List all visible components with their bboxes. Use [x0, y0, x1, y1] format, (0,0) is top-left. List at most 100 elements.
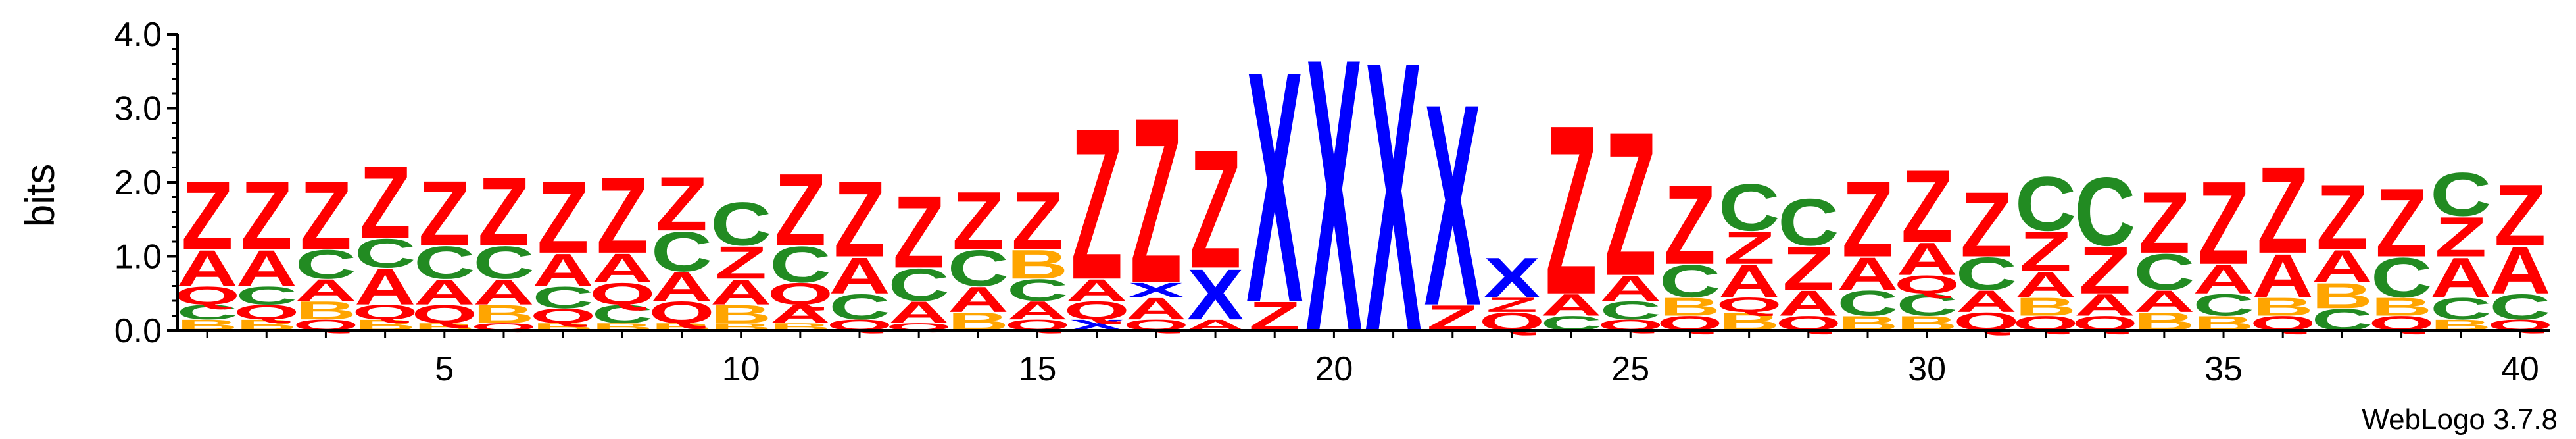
x-tick-label: 35: [2204, 350, 2243, 388]
logo-letter-c: C: [1718, 170, 1780, 245]
x-tick-label: 40: [2501, 350, 2539, 388]
logo-letter-x: X: [1128, 278, 1184, 301]
logo-letter-z: Z: [715, 237, 767, 288]
logo-letter-a: A: [354, 258, 416, 316]
logo-letter-z: Z: [359, 145, 411, 260]
logo-letter-c: C: [1778, 185, 1839, 260]
logo-letter-z: Z: [2079, 233, 2131, 308]
logo-letter-q: Q: [648, 295, 715, 330]
logo-letter-c: C: [948, 240, 1009, 297]
logo-letter-z: Z: [1071, 83, 1123, 324]
logo-letter-c: C: [236, 282, 297, 310]
x-tick-label: 5: [435, 350, 454, 388]
logo-letter-b: B: [473, 300, 534, 328]
logo-letter-c: C: [1659, 256, 1720, 307]
logo-letter-q: Q: [412, 300, 477, 328]
logo-letter-a: A: [2489, 233, 2550, 308]
logo-letter-z: Z: [1664, 162, 1716, 288]
logo-letter-b: B: [710, 300, 771, 328]
logo-letter-c: C: [2015, 161, 2076, 247]
logo-letter-z: Z: [656, 161, 708, 247]
logo-letter-a: A: [829, 247, 890, 305]
logo-letter-z: Z: [1901, 149, 1953, 263]
logo-letter-a: A: [1540, 288, 1601, 323]
logo-letter-c: C: [176, 301, 237, 324]
logo-letter-c: C: [651, 220, 712, 284]
logo-letter-a: A: [2193, 256, 2254, 302]
logo-letter-z: Z: [952, 174, 1004, 267]
logo-letter-a: A: [2312, 241, 2373, 292]
logo-letter-a: A: [888, 295, 950, 330]
logo-letter-x: X: [1424, 45, 1482, 366]
logo-letter-c: C: [473, 237, 534, 288]
logo-letter-c: C: [2430, 292, 2491, 326]
logo-letter-c: C: [769, 236, 831, 294]
logo-letter-b: B: [2252, 293, 2314, 321]
logo-letter-a: A: [2430, 247, 2491, 310]
logo-letter-q: Q: [1716, 294, 1782, 317]
logo-letter-x: X: [1187, 255, 1244, 335]
logo-letter-b: B: [2015, 293, 2076, 321]
logo-letter-z: Z: [2020, 220, 2072, 284]
logo-letter-z: Z: [2494, 166, 2546, 264]
logo-letter-z: Z: [1011, 174, 1063, 267]
logo-letter-x: X: [1484, 247, 1540, 310]
logo-letter-a: A: [176, 240, 237, 297]
logo-letter-c: C: [1956, 248, 2017, 299]
logo-letter-a: A: [651, 263, 712, 309]
logo-letter-c: C: [532, 280, 593, 315]
logo-letter-a: A: [1778, 283, 1839, 323]
logo-letter-x: X: [1246, 3, 1303, 371]
x-tick-label: 25: [1611, 350, 1649, 388]
logo-letter-c: C: [2489, 287, 2550, 327]
logo-letter-a: A: [532, 245, 593, 296]
weblogo-credit: WebLogo 3.7.8: [2362, 403, 2558, 436]
logo-letter-q: Q: [589, 276, 656, 311]
logo-letter-a: A: [2133, 284, 2195, 319]
logo-letter-a: A: [1837, 248, 1898, 299]
logo-letter-z: Z: [1842, 159, 1894, 280]
logo-letter-z: Z: [1486, 294, 1538, 317]
logo-letter-c: C: [2133, 243, 2195, 301]
logo-letter-z: Z: [2316, 165, 2368, 269]
y-axis-title: bits: [18, 164, 63, 227]
y-tick-label: 2.0: [114, 164, 162, 202]
logo-letter-q: Q: [233, 301, 299, 324]
logo-letter-a: A: [236, 240, 297, 297]
logo-letter-b: B: [295, 296, 356, 324]
logo-letter-a: A: [1125, 292, 1186, 326]
logo-letter-c: C: [414, 237, 475, 288]
logo-letter-a: A: [2074, 288, 2135, 323]
logo-letter-c: C: [1007, 273, 1068, 308]
logo-letter-b: B: [2371, 293, 2432, 321]
logo-letter-c: C: [1600, 296, 1661, 324]
y-tick-label: 1.0: [114, 238, 162, 276]
logo-letter-c: C: [592, 300, 653, 328]
logo-letter-q: Q: [530, 304, 596, 327]
logo-letter-c: C: [2371, 247, 2432, 310]
y-tick-label: 0.0: [114, 312, 162, 350]
logo-letter-z: Z: [2257, 142, 2309, 280]
logo-letter-z: Z: [537, 160, 589, 274]
logo-letter-a: A: [1718, 256, 1780, 307]
logo-letter-z: Z: [596, 155, 648, 276]
x-tick-label: 20: [1315, 350, 1353, 388]
logo-letter-a: A: [1897, 234, 1958, 285]
logo-letter-c: C: [710, 190, 771, 259]
x-tick-label: 30: [1908, 350, 1946, 388]
logo-letter-b: B: [1659, 293, 1720, 321]
logo-letter-z: Z: [774, 153, 826, 267]
logo-letter-a: A: [2252, 242, 2314, 311]
logo-letter-a: A: [948, 280, 1009, 320]
logo-letter-x: X: [1365, 0, 1422, 412]
x-axis: 5 10 15 20 25 30 35 40: [176, 329, 2550, 388]
logo-letter-z: Z: [1130, 69, 1182, 333]
logo-letter-z: Z: [2375, 168, 2427, 277]
logo-letter-a: A: [592, 245, 653, 291]
logo-letter-q: Q: [1894, 271, 1960, 299]
logo-letter-a: A: [1007, 296, 1068, 324]
logo-letter-z: Z: [1545, 76, 1597, 346]
logo-letter-c: C: [1837, 283, 1898, 323]
y-tick-label: 3.0: [114, 90, 162, 128]
